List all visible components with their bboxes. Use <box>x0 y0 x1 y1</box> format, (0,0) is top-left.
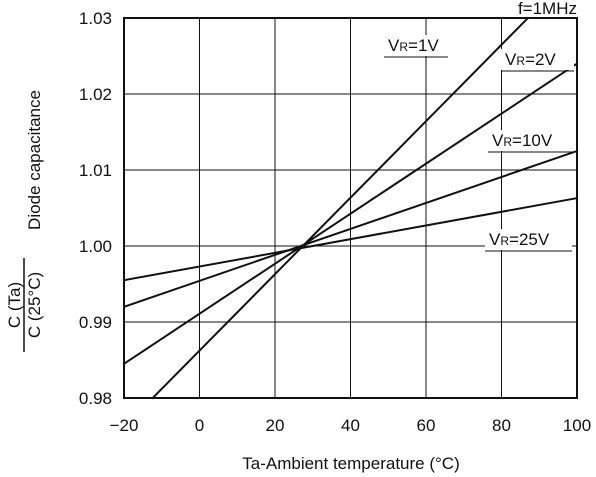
x-tick-label: 0 <box>195 416 204 435</box>
x-tick-labels: −20 0 20 40 60 80 100 <box>110 416 592 435</box>
series-label-backdrop <box>384 35 448 56</box>
y-tick-labels: 0.98 0.99 1.00 1.01 1.02 1.03 <box>79 9 112 408</box>
series-labels: VR=1V VR=2V VR=10V VR=25V <box>384 35 575 252</box>
series-line-2 <box>122 62 579 366</box>
x-tick-label: 100 <box>563 416 591 435</box>
series-label-2: VR=2V <box>505 50 556 69</box>
series-label-3: VR=10V <box>492 131 553 150</box>
series-label-backdrop <box>485 229 572 250</box>
frequency-annotation: f=1MHz <box>518 0 577 18</box>
x-tick-label: −20 <box>110 416 139 435</box>
y-axis-fraction-numerator: C (Ta) <box>5 282 24 328</box>
y-tick-label: 0.99 <box>79 313 112 332</box>
series-lines <box>122 16 579 400</box>
y-tick-label: 0.98 <box>79 389 112 408</box>
grid-lines <box>123 17 578 399</box>
series-label-4: VR=25V <box>489 230 550 249</box>
plot-frame <box>123 17 578 399</box>
x-tick-label: 40 <box>341 416 360 435</box>
series-label-backdrop <box>488 130 575 151</box>
series-label-1: VR=1V <box>388 36 439 55</box>
y-tick-label: 1.01 <box>79 161 112 180</box>
x-axis-label: Ta-Ambient temperature (°C) <box>242 454 459 473</box>
x-tick-label: 60 <box>417 416 436 435</box>
series-label-backdrop <box>501 49 574 70</box>
y-axis-label: Diode capacitance <box>25 90 44 230</box>
y-tick-label: 1.02 <box>79 85 112 104</box>
series-line-4 <box>122 196 579 282</box>
y-tick-label: 1.03 <box>79 9 112 28</box>
y-tick-label: 1.00 <box>79 237 112 256</box>
series-line-3 <box>122 149 579 309</box>
series-line-1 <box>151 16 530 400</box>
y-axis-fraction-denominator: C (25°C) <box>25 272 44 338</box>
x-tick-label: 20 <box>266 416 285 435</box>
x-tick-label: 80 <box>492 416 511 435</box>
